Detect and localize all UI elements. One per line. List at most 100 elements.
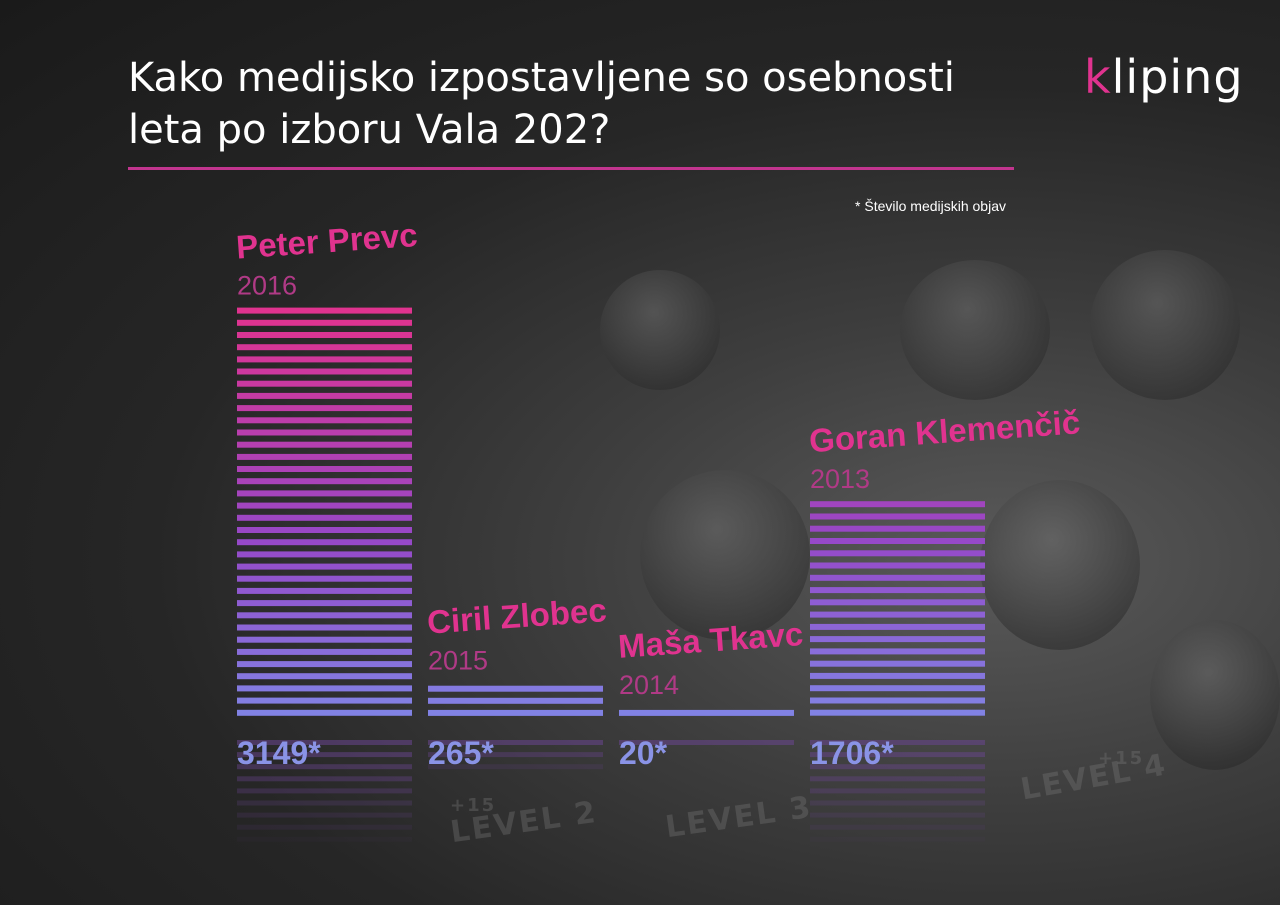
bar-stripe — [810, 697, 985, 704]
bar-stripe — [237, 697, 412, 704]
bar-stripe — [237, 332, 412, 338]
bar-stripe — [237, 575, 412, 582]
bar-stripe — [237, 514, 412, 521]
bar-reflection — [237, 836, 412, 842]
bar-stripe — [237, 417, 412, 424]
bar-reflection — [237, 788, 412, 794]
bar-stripe — [237, 502, 412, 509]
bar-stripe — [237, 563, 412, 570]
bar-stripe — [810, 550, 985, 557]
background-knob — [600, 270, 720, 390]
background-knob — [980, 480, 1140, 650]
bar-reflection — [810, 812, 985, 818]
bar-name-label: Peter Prevc — [235, 216, 419, 266]
bar-group: Goran Klemenčič 2013 1706* — [808, 403, 1081, 842]
bar-stripe — [810, 623, 985, 630]
background-knob — [640, 470, 810, 640]
bar-reflection — [237, 752, 412, 758]
bar-reflection — [810, 800, 985, 806]
bar-stripe — [237, 307, 412, 314]
bar-stripe — [237, 661, 412, 668]
bar-reflection — [237, 776, 412, 782]
bar-stripe — [237, 429, 412, 436]
bar-stripe — [237, 636, 412, 643]
bar-stripe — [237, 587, 412, 594]
bar-reflection — [810, 764, 985, 770]
bar-value-label: 3149* — [237, 735, 321, 771]
bar-group: Ciril Zlobec 2015 265* — [426, 591, 608, 771]
bar-stripe — [237, 709, 412, 716]
bar-stripe — [237, 673, 412, 680]
bar-reflection — [810, 752, 985, 758]
bar-stripe — [810, 574, 985, 581]
bar-stripe — [810, 648, 985, 655]
bar-reflection — [237, 800, 412, 806]
bar-reflection — [810, 776, 985, 782]
bar-stripe — [237, 527, 412, 533]
bar-stripe — [237, 466, 412, 472]
bar-stripe — [810, 599, 985, 606]
bar-stripe — [237, 685, 412, 692]
bar-stripe — [237, 551, 412, 558]
bar-reflection — [237, 764, 412, 770]
background-knob — [900, 260, 1050, 400]
bar-stripe — [428, 697, 603, 704]
bar-stripe — [810, 587, 985, 594]
bar-reflection — [237, 812, 412, 818]
bar-year-label: 2014 — [619, 670, 679, 700]
bar-stripe — [237, 539, 412, 546]
background-knob — [1090, 250, 1240, 400]
bar-stripe — [237, 368, 412, 375]
bar-stripe — [810, 660, 985, 667]
bar-stripe — [428, 709, 603, 716]
bar-stripe — [810, 709, 985, 716]
bar-year-label: 2015 — [428, 646, 488, 676]
bar-stripe — [237, 478, 412, 485]
bar-stripe — [810, 562, 985, 569]
background-label: +15 — [450, 795, 497, 816]
background-label: +15 — [1098, 748, 1145, 769]
bar-stripe — [810, 525, 985, 532]
bar-stripe — [237, 624, 412, 631]
bar-stripe — [810, 685, 985, 692]
bar-stripe — [619, 709, 794, 716]
bar-stripe — [810, 513, 985, 520]
background-knob — [1150, 620, 1280, 770]
bar-reflection — [428, 752, 603, 758]
bar-value-label: 20* — [619, 735, 668, 771]
title-divider — [128, 167, 1014, 170]
bar-stripe — [237, 490, 412, 497]
bar-reflection — [237, 740, 412, 745]
bar-reflection — [810, 824, 985, 830]
bar-name-label: Ciril Zlobec — [426, 591, 608, 640]
bar-value-label: 265* — [428, 735, 494, 771]
bar-stripe — [810, 501, 985, 508]
bar-stripe — [428, 685, 603, 692]
bar-stripe — [237, 405, 412, 412]
bar-stripe — [237, 356, 412, 363]
bar-reflection — [428, 740, 603, 745]
bar-name-label: Goran Klemenčič — [808, 403, 1081, 459]
bar-year-label: 2013 — [810, 464, 870, 494]
bar-group: Maša Tkavc 2014 20* — [617, 615, 804, 771]
bar-value-label: 1706* — [810, 735, 894, 771]
kliping-logo: kliping — [1084, 50, 1244, 104]
bar-stripe — [237, 600, 412, 607]
bar-stripe — [810, 538, 985, 544]
chart-title: Kako medijsko izpostavljene so osebnosti… — [128, 55, 955, 153]
bar-reflection — [428, 764, 603, 770]
bar-reflection — [237, 824, 412, 830]
bar-year-label: 2016 — [237, 271, 297, 301]
bar-stripe — [237, 648, 412, 655]
bar-stripe — [237, 612, 412, 619]
bar-name-label: Maša Tkavc — [617, 615, 804, 665]
footnote: * Število medijskih objav — [855, 198, 1006, 214]
bar-reflection — [810, 740, 985, 745]
bar-stripe — [810, 672, 985, 679]
bar-group: Peter Prevc 2016 3149* — [235, 216, 419, 842]
bar-stripe — [810, 636, 985, 643]
bar-stripe — [237, 380, 412, 387]
bar-stripe — [810, 611, 985, 618]
bar-stripe — [237, 392, 412, 399]
